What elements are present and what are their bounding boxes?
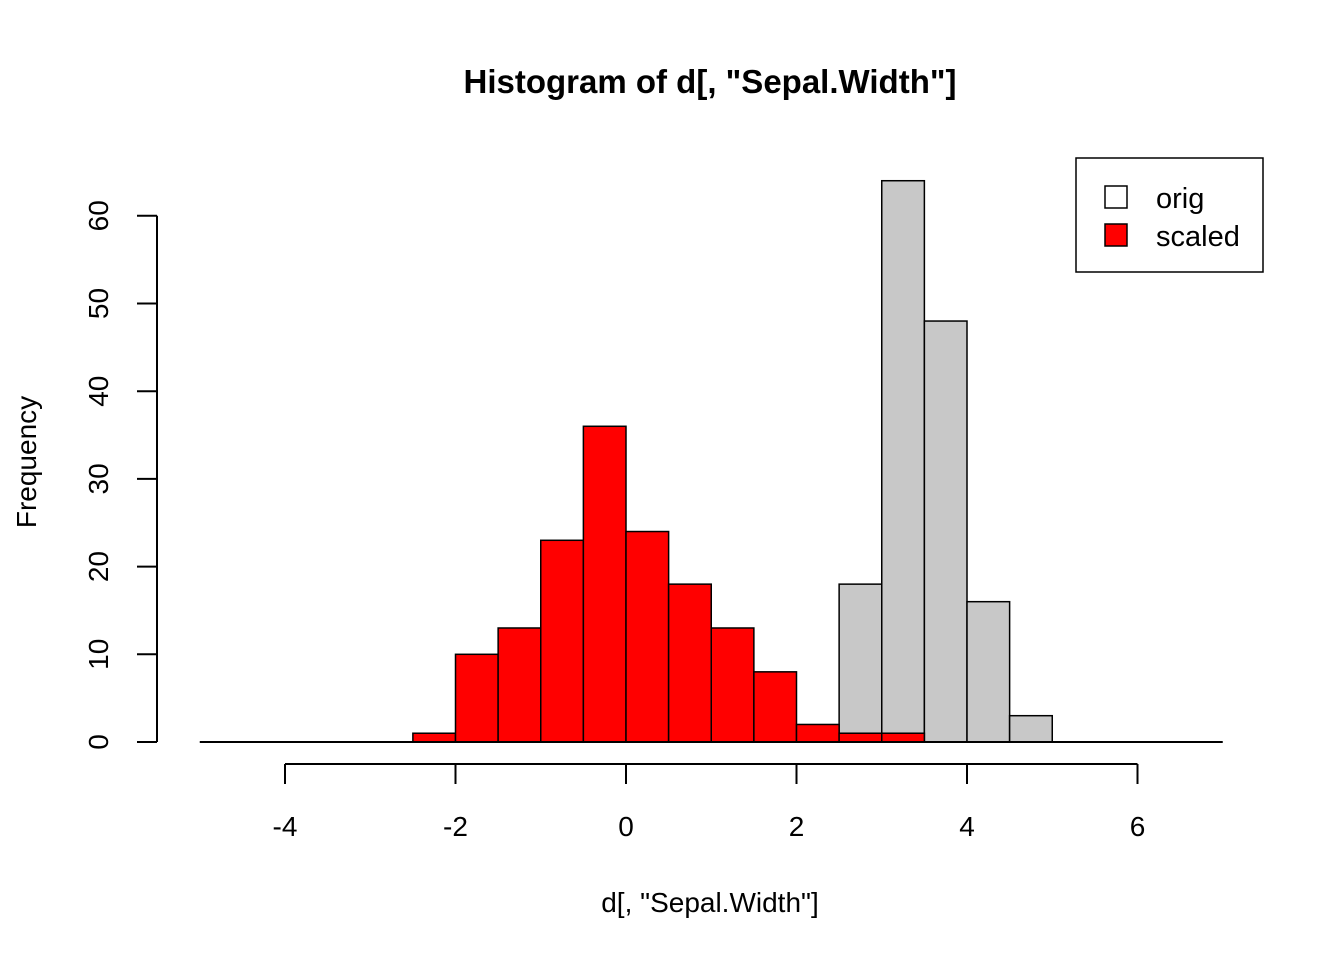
x-tick-label: -4	[273, 811, 298, 842]
scaled-bar	[710, 627, 755, 743]
y-tick-label: 10	[83, 639, 114, 670]
y-tick-label: 50	[83, 288, 114, 319]
legend-label-scaled: scaled	[1156, 221, 1240, 253]
y-tick-label: 30	[83, 463, 114, 494]
legend-swatch-orig	[1104, 185, 1128, 209]
y-tick-label: 40	[83, 376, 114, 407]
x-tick-label: 4	[959, 811, 975, 842]
y-axis: 0 10 20 30 40 50 60	[83, 200, 158, 750]
x-tick-label: 2	[789, 811, 805, 842]
scaled-bar	[667, 583, 712, 743]
scaled-bar	[454, 653, 499, 743]
orig-bar	[923, 320, 968, 743]
scaled-bar	[540, 539, 585, 743]
orig-bar	[966, 600, 1011, 743]
y-tick-label: 20	[83, 551, 114, 582]
scaled-bar	[412, 732, 457, 743]
legend: orig scaled	[1075, 157, 1264, 273]
scaled-bar	[582, 425, 627, 743]
x-axis-label: d[, "Sepal.Width"]	[601, 887, 819, 918]
scaled-bar	[881, 732, 926, 743]
legend-swatch-scaled	[1104, 223, 1128, 247]
y-axis-label: Frequency	[11, 396, 42, 528]
scaled-bar	[838, 732, 883, 743]
chart-title: Histogram of d[, "Sepal.Width"]	[464, 63, 957, 100]
scaled-bar	[753, 671, 798, 743]
scaled-bar	[497, 627, 542, 743]
legend-box	[1075, 157, 1264, 273]
scaled-bar	[795, 723, 840, 743]
scaled-bar	[625, 530, 670, 743]
x-tick-label: 0	[618, 811, 634, 842]
orig-bar	[1008, 714, 1053, 743]
y-tick-label: 0	[83, 734, 114, 750]
y-tick-label: 60	[83, 200, 114, 231]
x-axis: -4 -2 0 2 4 6	[273, 763, 1146, 842]
x-tick-label: -2	[443, 811, 468, 842]
x-tick-label: 6	[1130, 811, 1146, 842]
orig-bar	[881, 179, 926, 743]
orig-bar	[838, 583, 883, 743]
orig-series	[838, 179, 1053, 743]
legend-label-orig: orig	[1156, 183, 1204, 215]
scaled-series	[412, 425, 926, 743]
